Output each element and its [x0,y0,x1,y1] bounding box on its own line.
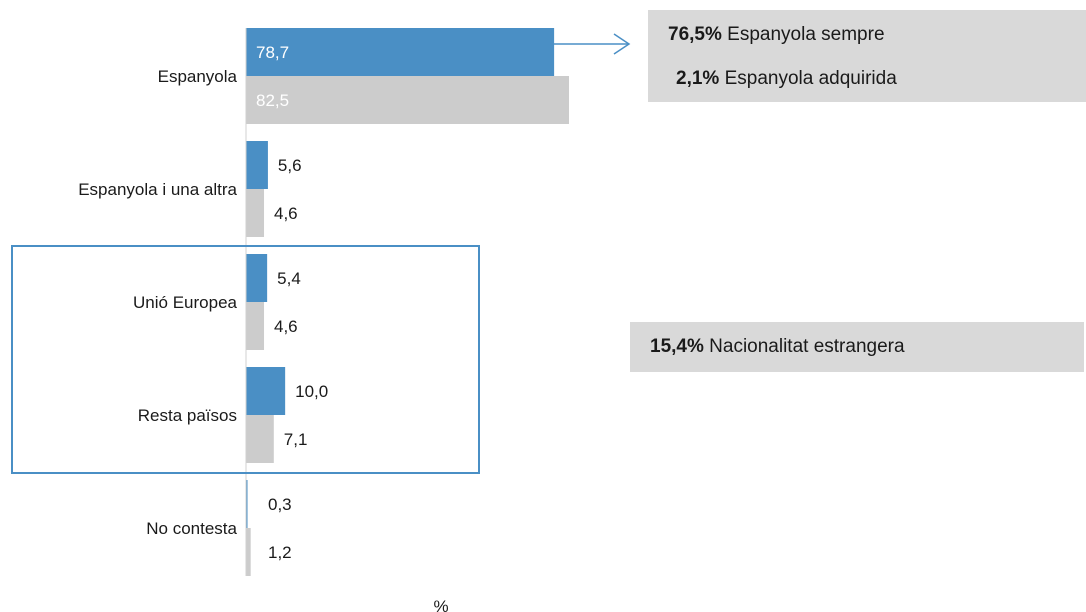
value-label-espanyola-i-una-altra-grey: 4,6 [274,204,298,223]
bar-no-contesta-blue [246,480,248,528]
annotation-value: 76,5% [668,24,722,45]
bar-espanyola-grey [246,76,569,124]
bar-resta-paisos-blue [246,367,286,415]
bar-unio-europea-blue [246,254,268,302]
value-label-espanyola-i-una-altra-blue: 5,6 [278,156,302,175]
value-label-espanyola-blue: 78,7 [256,43,289,62]
annotation-value: 2,1% [676,68,720,89]
value-label-unio-europea-blue: 5,4 [277,269,301,288]
annotation-spanish-acquired: 2,1% Espanyola adquirida [676,68,897,90]
x-axis-label: % [433,597,448,612]
annotation-spanish-always: 76,5% Espanyola sempre [668,24,885,46]
annotation-value: 15,4% [650,336,704,357]
value-label-no-contesta-grey: 1,2 [268,543,292,562]
value-label-unio-europea-grey: 4,6 [274,317,298,336]
category-label-unio-europea: Unió Europea [133,293,238,312]
bar-no-contesta-grey [246,528,251,576]
value-label-resta-paisos-blue: 10,0 [295,382,328,401]
highlight-box-foreign [11,245,480,474]
value-label-espanyola-grey: 82,5 [256,91,289,110]
bar-resta-paisos-grey [246,415,274,463]
category-label-resta-paisos: Resta països [138,406,237,425]
bar-espanyola-i-una-altra-grey [246,189,265,237]
category-label-no-contesta: No contesta [146,519,237,538]
bar-espanyola-blue [246,28,555,76]
annotation-text: Espanyola adquirida [724,68,897,89]
value-label-no-contesta-blue: 0,3 [268,495,292,514]
annotation-foreign: 15,4% Nacionalitat estrangera [630,322,1084,372]
value-label-resta-paisos-grey: 7,1 [284,430,308,449]
category-label-espanyola: Espanyola [158,67,238,86]
bar-unio-europea-grey [246,302,265,350]
category-label-espanyola-i-una-altra: Espanyola i una altra [78,180,237,199]
arrow-icon [553,33,631,55]
annotation-spanish: 76,5% Espanyola sempre 2,1% Espanyola ad… [648,10,1086,102]
annotation-text: Nacionalitat estrangera [709,336,905,357]
annotation-foreign-nationality: 15,4% Nacionalitat estrangera [650,336,905,358]
annotation-text: Espanyola sempre [727,24,885,45]
bar-espanyola-i-una-altra-blue [246,141,268,189]
